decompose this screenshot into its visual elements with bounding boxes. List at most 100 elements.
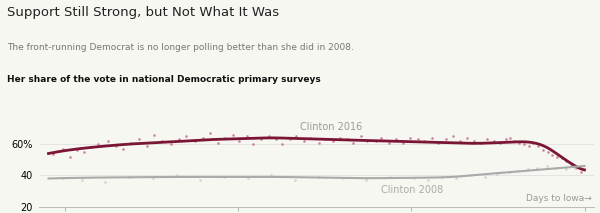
Point (466, 174, 475, 177)
Point (142, 144, 152, 147)
Point (205, 131, 215, 135)
Point (398, 141, 408, 144)
Point (462, 136, 472, 140)
Point (343, 138, 352, 141)
Point (242, 135, 251, 138)
Point (328, 139, 338, 143)
Point (529, 141, 538, 144)
Point (348, 141, 358, 144)
Point (148, 177, 158, 180)
Point (196, 178, 205, 182)
Point (566, 163, 576, 166)
Point (314, 141, 323, 144)
Point (514, 169, 523, 172)
Point (492, 172, 502, 176)
Point (198, 136, 208, 140)
Text: Clinton 2016: Clinton 2016 (300, 122, 362, 132)
Point (482, 138, 492, 141)
Point (448, 135, 457, 138)
Point (79, 150, 89, 154)
Point (72, 149, 82, 152)
Point (335, 136, 345, 140)
Point (362, 139, 372, 143)
Point (264, 135, 274, 138)
Point (524, 144, 533, 147)
Point (504, 171, 514, 174)
Point (571, 166, 581, 169)
Point (86, 145, 96, 149)
Point (277, 142, 287, 146)
Point (103, 139, 113, 143)
Point (480, 175, 490, 179)
Point (149, 133, 158, 137)
Point (158, 139, 167, 143)
Point (423, 178, 433, 182)
Point (228, 133, 238, 137)
Point (338, 177, 347, 180)
Point (547, 153, 557, 157)
Text: Her share of the vote in national Democratic primary surveys: Her share of the vote in national Democr… (7, 75, 321, 83)
Point (124, 175, 134, 179)
Point (58, 177, 68, 180)
Point (248, 142, 258, 146)
Point (519, 142, 529, 146)
Point (371, 139, 380, 143)
Point (413, 138, 423, 141)
Point (502, 138, 511, 141)
Point (266, 174, 276, 177)
Point (384, 141, 394, 144)
Point (49, 152, 58, 155)
Point (219, 175, 229, 179)
Point (533, 144, 543, 147)
Point (65, 155, 74, 158)
Point (127, 141, 136, 144)
Text: Clinton 2008: Clinton 2008 (380, 185, 443, 195)
Point (470, 139, 479, 143)
Text: The front-running Democrat is no longer polling better than she did in 2008.: The front-running Democrat is no longer … (7, 43, 354, 52)
Point (552, 155, 562, 158)
Point (256, 138, 266, 141)
Point (362, 178, 371, 182)
Point (391, 138, 401, 141)
Point (405, 136, 415, 140)
Point (314, 175, 323, 179)
Point (292, 135, 301, 138)
Point (94, 142, 103, 146)
Point (101, 180, 110, 183)
Point (174, 138, 184, 141)
Point (490, 139, 499, 143)
Point (213, 141, 223, 144)
Point (286, 138, 295, 141)
Point (111, 144, 121, 147)
Point (542, 164, 551, 168)
Point (543, 150, 553, 154)
Point (505, 136, 514, 140)
Point (77, 178, 86, 182)
Point (427, 136, 437, 140)
Point (305, 136, 315, 140)
Point (271, 138, 281, 141)
Point (452, 177, 461, 180)
Point (455, 139, 465, 143)
Point (290, 178, 300, 182)
Point (409, 177, 419, 180)
Text: Days to Iowa→: Days to Iowa→ (526, 194, 592, 203)
Point (570, 166, 580, 169)
Point (532, 166, 542, 169)
Point (385, 175, 395, 179)
Point (419, 139, 429, 143)
Point (557, 157, 566, 160)
Point (434, 141, 443, 144)
Point (576, 171, 586, 174)
Point (476, 141, 486, 144)
Point (562, 160, 571, 163)
Point (190, 139, 199, 143)
Point (243, 177, 253, 180)
Point (58, 147, 68, 151)
Point (119, 147, 128, 151)
Point (320, 138, 329, 141)
Point (551, 166, 561, 169)
Point (441, 138, 451, 141)
Point (134, 138, 143, 141)
Point (356, 135, 365, 138)
